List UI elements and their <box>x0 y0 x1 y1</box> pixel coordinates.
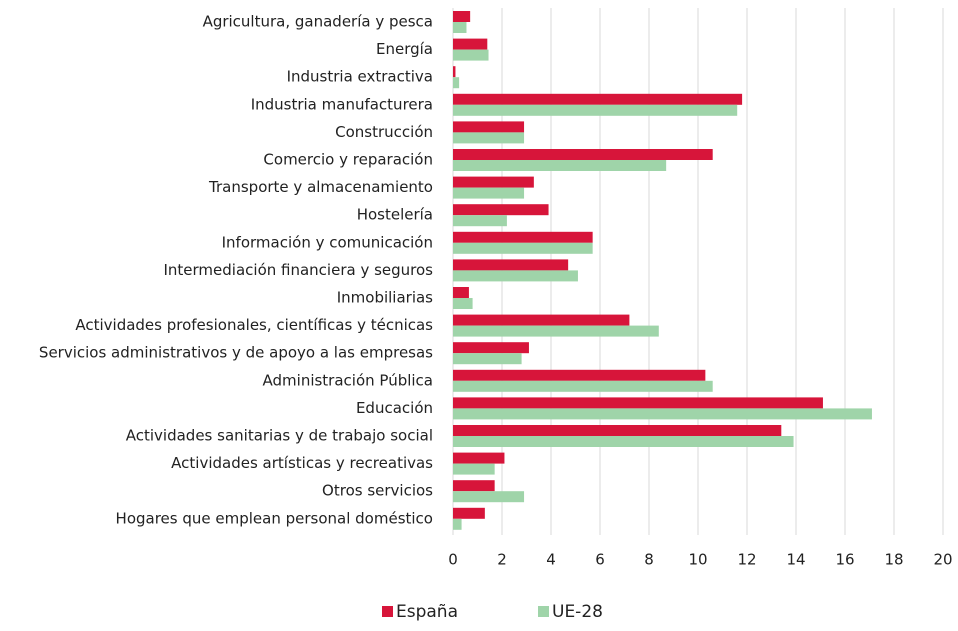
x-tick-label: 14 <box>786 551 805 569</box>
y-tick-label: Administración Pública <box>263 371 433 389</box>
y-tick-label: Actividades artísticas y recreativas <box>171 454 433 472</box>
bar <box>453 104 738 116</box>
bar <box>453 353 522 365</box>
y-tick-label: Información y comunicación <box>222 233 433 251</box>
y-tick-label: Energía <box>376 40 433 58</box>
y-tick-label: Actividades profesionales, científicas y… <box>75 316 433 334</box>
bar <box>453 121 525 133</box>
x-tick-label: 20 <box>933 551 952 569</box>
y-tick-label: Transporte y almacenamiento <box>208 178 433 196</box>
bar <box>453 187 525 199</box>
x-tick-label: 18 <box>884 551 903 569</box>
bar <box>453 397 823 409</box>
x-tick-label: 16 <box>835 551 854 569</box>
bar <box>453 270 578 282</box>
legend-swatch <box>382 606 393 617</box>
y-tick-label: Inmobiliarias <box>337 289 433 307</box>
legend-label: España <box>396 602 458 622</box>
bar <box>453 518 462 530</box>
x-tick-label: 12 <box>737 551 756 569</box>
y-tick-label: Construcción <box>335 123 433 141</box>
bar <box>453 408 872 420</box>
y-tick-label: Industria manufacturera <box>251 95 433 113</box>
bar <box>453 314 630 326</box>
bar <box>453 215 507 227</box>
bar <box>453 132 525 144</box>
legend-label: UE-28 <box>552 602 603 622</box>
bar <box>453 436 794 447</box>
bar <box>453 507 485 519</box>
x-tick-label: 4 <box>546 551 556 569</box>
y-tick-label: Hogares que emplean personal doméstico <box>116 509 433 527</box>
bar <box>453 11 471 22</box>
bar <box>453 463 495 475</box>
bar <box>453 93 743 105</box>
legend-swatch <box>538 606 549 617</box>
bar <box>453 425 782 436</box>
bar <box>453 287 469 298</box>
y-tick-label: Industria extractiva <box>287 68 433 86</box>
bar <box>453 22 467 33</box>
y-tick-label: Intermediación financiera y seguros <box>163 261 433 279</box>
y-tick-label: Hostelería <box>357 206 433 224</box>
bar <box>453 66 456 78</box>
bar <box>453 204 549 216</box>
bar <box>453 77 460 89</box>
bar <box>453 231 593 243</box>
bar <box>453 452 505 464</box>
bar <box>453 49 489 61</box>
y-tick-label: Otros servicios <box>322 482 433 500</box>
y-tick-label: Comercio y reparación <box>263 151 433 169</box>
bar <box>453 369 706 381</box>
y-tick-label: Agricultura, ganadería y pesca <box>203 13 433 31</box>
bar <box>453 242 593 254</box>
bar <box>453 149 713 160</box>
x-tick-label: 2 <box>497 551 507 569</box>
bar <box>453 38 488 50</box>
x-tick-label: 10 <box>688 551 707 569</box>
y-tick-label: Educación <box>356 399 433 417</box>
bar <box>453 298 473 309</box>
bar <box>453 491 525 503</box>
x-tick-label: 6 <box>595 551 605 569</box>
y-tick-label: Actividades sanitarias y de trabajo soci… <box>126 427 433 445</box>
bar <box>453 380 713 392</box>
x-tick-label: 0 <box>448 551 458 569</box>
bar <box>453 259 569 271</box>
y-tick-label: Servicios administrativos y de apoyo a l… <box>39 344 433 362</box>
x-tick-label: 8 <box>644 551 654 569</box>
bar <box>453 480 495 492</box>
bar <box>453 342 529 354</box>
bar <box>453 160 667 171</box>
bar <box>453 176 534 188</box>
bar <box>453 325 659 337</box>
